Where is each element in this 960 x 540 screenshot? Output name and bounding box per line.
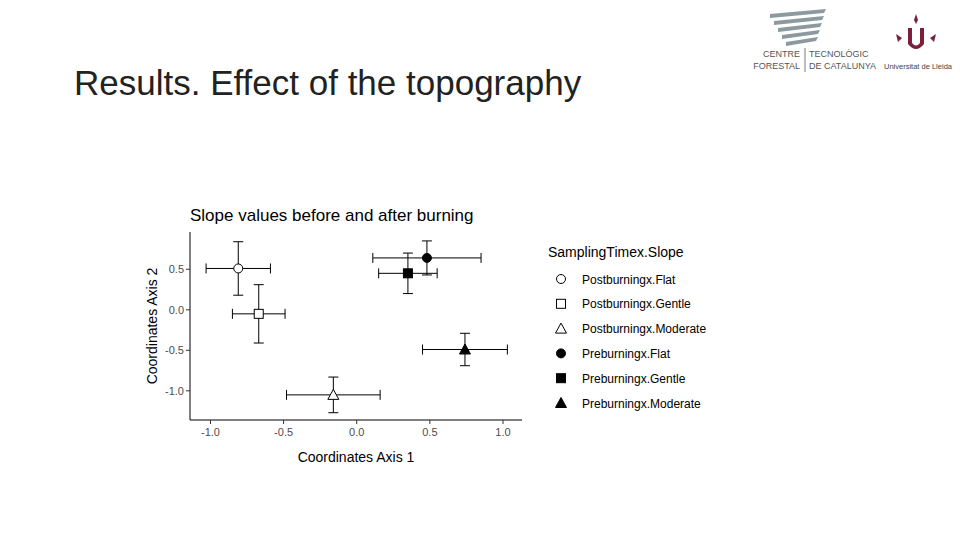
y-tick — [186, 309, 190, 310]
y-error-bar — [460, 333, 470, 365]
y-error-bar — [403, 253, 413, 294]
legend-label: Preburningx.Moderate — [582, 397, 701, 411]
legend: SamplingTimex.Slope Postburningx.Flat Post… — [548, 244, 706, 411]
legend-label: Postburningx.Flat — [582, 273, 676, 287]
x-tick-label: 1.0 — [495, 426, 510, 438]
x-axis-label: Coordinates Axis 1 — [298, 449, 415, 465]
logo-text: DE CATALUNYA — [809, 61, 876, 71]
legend-symbol — [557, 275, 566, 284]
logo-udl: Universitat de Lleida — [884, 14, 953, 71]
y-tick — [186, 350, 190, 351]
point — [403, 269, 412, 278]
slide-title: Results. Effect of the topography — [74, 63, 582, 102]
x-tick — [429, 420, 430, 424]
x-tick-label: 0.5 — [422, 426, 437, 438]
series — [232, 285, 285, 343]
marks — [206, 241, 507, 413]
series — [373, 241, 481, 275]
point — [328, 389, 339, 399]
series — [206, 242, 270, 295]
series — [379, 253, 438, 294]
logo-emblem — [914, 14, 918, 24]
canvas: Results. Effect of the topography CENTRE T… — [0, 0, 960, 540]
y-tick-label: -0.5 — [165, 344, 184, 356]
logo-stripe — [786, 37, 818, 46]
point — [459, 344, 470, 354]
series — [287, 377, 381, 413]
point — [234, 264, 243, 273]
x-error-bar — [287, 390, 381, 400]
x-tick — [210, 420, 211, 424]
legend-label: Preburningx.Gentle — [582, 372, 686, 386]
series — [423, 333, 508, 365]
x-axis-line — [190, 420, 522, 421]
legend-label: Preburningx.Flat — [582, 347, 671, 361]
logo-divider — [805, 48, 806, 72]
y-axis-label: Coordinates Axis 2 — [144, 267, 160, 384]
logo-text: Universitat de Lleida — [884, 62, 953, 71]
x-tick — [502, 420, 503, 424]
y-tick-label: 0.0 — [169, 304, 184, 316]
logo-text: FORESTAL — [753, 61, 800, 71]
legend-symbol — [557, 374, 566, 383]
y-error-bar — [422, 241, 432, 275]
logo-emblem — [896, 34, 936, 42]
x-error-bar — [373, 253, 481, 263]
x-error-bar — [232, 309, 285, 319]
y-tick-label: 0.5 — [169, 263, 184, 275]
y-error-bar — [233, 242, 243, 295]
legend-label: Postburningx.Gentle — [582, 297, 691, 311]
chart: Slope values before and after burning -1.… — [144, 206, 522, 465]
point — [422, 253, 431, 262]
x-tick — [356, 420, 357, 424]
x-tick-label: -1.0 — [201, 426, 220, 438]
x-tick — [283, 420, 284, 424]
point — [254, 309, 263, 318]
y-tick — [186, 390, 190, 391]
y-error-bar — [254, 285, 264, 343]
x-error-bar — [379, 268, 438, 278]
logo-emblem — [908, 28, 924, 49]
legend-symbol — [556, 398, 567, 408]
y-tick — [186, 269, 190, 270]
legend-symbol — [557, 349, 566, 358]
x-tick-label: -0.5 — [274, 426, 293, 438]
y-tick-label: -1.0 — [165, 385, 184, 397]
x-tick-label: 0.0 — [349, 426, 364, 438]
y-error-bar — [328, 377, 338, 413]
x-error-bar — [423, 345, 508, 355]
legend-symbol — [556, 323, 567, 333]
logo-text: CENTRE — [763, 49, 800, 59]
logo-ctfc: CENTRE TECNOLÒGIC FORESTAL DE CATALUNYA — [753, 9, 876, 72]
x-error-bar — [206, 263, 270, 273]
y-axis-line — [190, 232, 191, 420]
chart-title: Slope values before and after burning — [190, 206, 474, 225]
legend-label: Postburningx.Moderate — [582, 322, 706, 336]
slide: Results. Effect of the topography CENTRE T… — [0, 0, 960, 540]
logo-text: TECNOLÒGIC — [809, 49, 869, 59]
legend-title: SamplingTimex.Slope — [548, 244, 684, 260]
legend-symbol — [557, 299, 566, 308]
